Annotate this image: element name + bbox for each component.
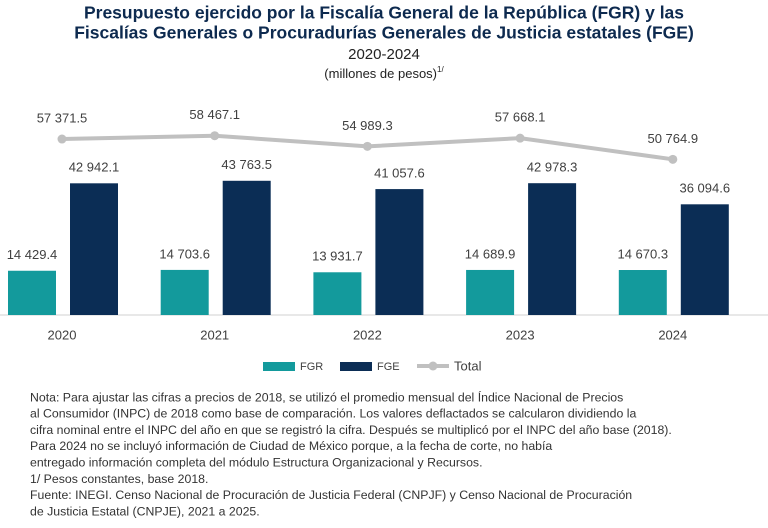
legend-swatch [263, 362, 295, 371]
data-label: 54 989.3 [342, 118, 393, 133]
line-marker [668, 154, 678, 164]
note: Nota: Para ajustar las cifras a precios … [30, 389, 623, 404]
note: 1/ Pesos constantes, base 2018. [30, 472, 208, 486]
bar [313, 272, 362, 315]
data-label: 14 689.9 [465, 246, 516, 261]
data-label: 57 668.1 [495, 110, 546, 125]
legend-label: Total [454, 358, 482, 373]
x-tick-label: 2020 [48, 327, 77, 342]
note: entregado información completa del módul… [30, 455, 482, 469]
bar [222, 180, 271, 315]
units-note: 1/ [437, 65, 444, 74]
bar [375, 189, 424, 315]
legend-swatch [340, 362, 372, 371]
data-label: 36 094.6 [679, 181, 730, 196]
legend-marker [428, 361, 438, 371]
bar [8, 270, 56, 315]
data-label: 41 057.6 [374, 166, 425, 181]
x-tick-label: 2024 [658, 327, 687, 342]
bar [528, 183, 577, 315]
chart-title: Fiscalías Generales o Procuradurías Gene… [74, 23, 694, 43]
chart-title: Presupuesto ejercido por la Fiscalía Gen… [84, 3, 684, 23]
bar [70, 183, 118, 315]
x-tick-label: 2023 [506, 327, 535, 342]
x-tick-label: 2022 [353, 327, 382, 342]
bar [618, 270, 667, 315]
data-label: 50 764.9 [647, 131, 698, 146]
data-label: 14 703.6 [159, 246, 210, 261]
line-marker [362, 141, 372, 151]
chart-subtitle: 2020-2024 [348, 46, 420, 63]
data-label: 42 942.1 [69, 160, 120, 175]
bar [466, 269, 515, 315]
legend-label: FGR [300, 361, 323, 373]
data-label: 14 429.4 [7, 247, 58, 262]
data-label: 42 978.3 [527, 160, 578, 175]
bar [680, 204, 729, 315]
x-tick-label: 2021 [200, 327, 229, 342]
data-label: 43 763.5 [221, 157, 272, 172]
data-label: 13 931.7 [312, 249, 363, 264]
data-label: 58 467.1 [189, 107, 240, 122]
bar [160, 269, 209, 315]
line-marker [210, 131, 220, 141]
data-label: 14 670.3 [617, 246, 668, 261]
note: Fuente: INEGI. Censo Nacional de Procura… [30, 488, 632, 502]
data-label: 57 371.5 [37, 110, 88, 125]
legend-label: FGE [377, 361, 400, 373]
note: de Justicia Estatal (CNPJE), 2021 a 2025… [30, 504, 260, 518]
units: (millones de pesos)1/ [324, 65, 444, 81]
units-text: (millones de pesos) [324, 66, 437, 81]
line-marker [57, 134, 67, 144]
note: Para 2024 no se incluyó información de C… [30, 439, 552, 453]
line-marker [515, 133, 525, 143]
note: al Consumidor (INPC) de 2018 como base d… [30, 407, 636, 421]
note: cifra nominal entre el INPC del año en q… [30, 423, 672, 437]
